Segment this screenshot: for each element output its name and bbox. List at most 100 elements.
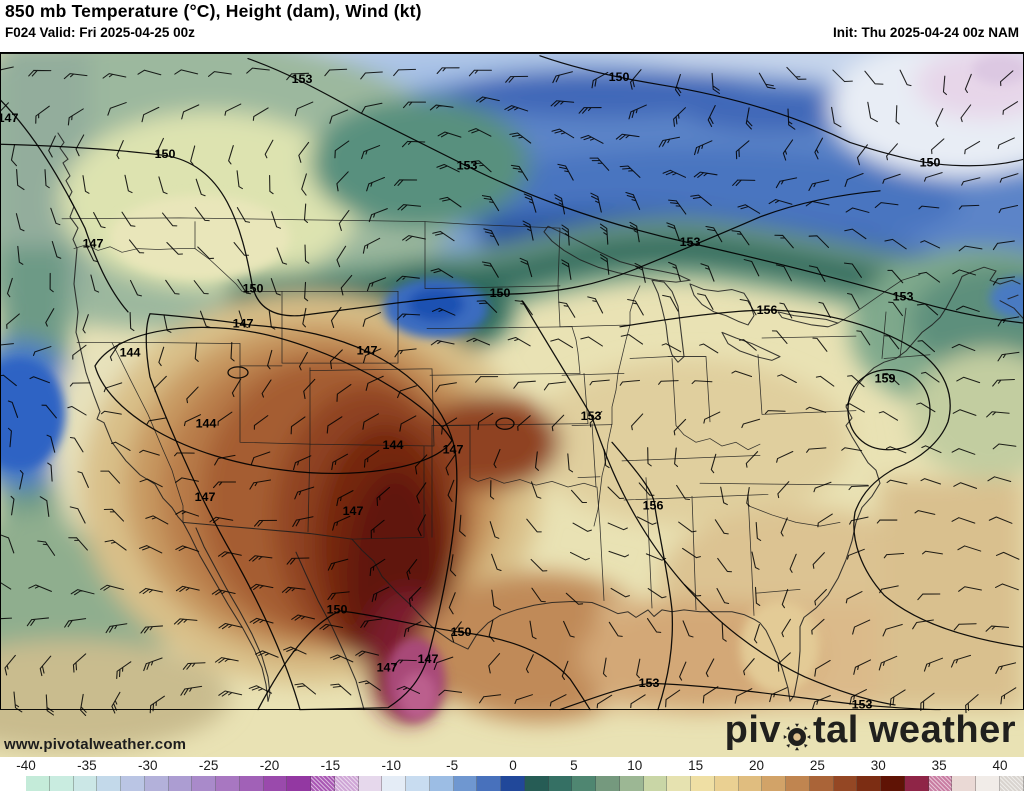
contour-label: 153 (457, 159, 478, 172)
contour-label: 159 (875, 372, 896, 385)
contour-label: 147 (83, 237, 104, 250)
colorbar-tick-label: 25 (809, 758, 825, 773)
colorbar-tick-label: 20 (748, 758, 765, 773)
contour-label: 150 (451, 625, 472, 638)
colorbar-cell (976, 776, 1000, 791)
colorbar-cell (857, 776, 881, 791)
pivotal-weather-logo: piv tal weather (725, 709, 1016, 752)
colorbar-cell (429, 776, 454, 791)
model-init-time: Init: Thu 2025-04-24 00z NAM (832, 25, 1019, 40)
colorbar-tick-label: -20 (259, 758, 280, 773)
wind-barbs-layer (0, 66, 1020, 717)
contour-label: 144 (120, 346, 141, 359)
colorbar-cell (477, 776, 501, 791)
colorbar-tick-label: 35 (931, 758, 947, 773)
colorbar-cell (809, 776, 834, 791)
logo-text-piv: piv (724, 709, 782, 751)
contour-label: 144 (383, 438, 404, 451)
forecast-valid-time: F024 Valid: Fri 2025-04-25 00z (5, 25, 195, 40)
contour-label: 153 (292, 72, 313, 85)
contour-label: 147 (233, 317, 254, 330)
contour-label: 147 (357, 344, 378, 357)
colorbar-cell (263, 776, 288, 791)
colorbar-cell (26, 776, 50, 791)
colorbar-cell (548, 776, 573, 791)
colorbar-cell (97, 776, 121, 791)
contour-label: 147 (443, 443, 464, 456)
colorbar-cell (49, 776, 74, 791)
colorbar-cell (881, 776, 905, 791)
contour-label: 144 (196, 417, 217, 430)
temperature-colorbar (26, 776, 1024, 791)
colorbar-tick-label: 30 (870, 758, 886, 773)
colorbar-tick-label: 0 (509, 758, 517, 773)
colorbar-tick-label: -15 (320, 758, 341, 773)
map-header: 850 mb Temperature (°C), Height (dam), W… (0, 0, 1024, 52)
colorbar-cell (643, 776, 668, 791)
contour-label: 147 (343, 504, 364, 517)
colorbar-cell (619, 776, 644, 791)
colorbar-cell (691, 776, 715, 791)
colorbar-cell (904, 776, 929, 791)
colorbar-cell (73, 776, 98, 791)
colorbar-tick-label: -40 (16, 758, 36, 773)
contour-label: 147 (377, 661, 398, 674)
colorbar-tick-label: -30 (137, 758, 158, 773)
colorbar-cell (358, 776, 383, 791)
contour-label: 153 (581, 409, 602, 422)
colorbar-cell (786, 776, 810, 791)
colorbar-tick-label: -10 (381, 758, 402, 773)
colorbar-cell (833, 776, 858, 791)
geography-layer (57, 132, 1024, 711)
colorbar-cell (738, 776, 763, 791)
colorbar-cell (714, 776, 739, 791)
colorbar-cell (382, 776, 406, 791)
colorbar-cell (406, 776, 430, 791)
colorbar-cell (239, 776, 264, 791)
colorbar-cell (121, 776, 145, 791)
colorbar-tick-label: 5 (570, 758, 578, 773)
contour-label: 153 (680, 235, 701, 248)
colorbar-cell (501, 776, 525, 791)
gear-icon (782, 719, 812, 750)
contour-label: 150 (155, 148, 176, 161)
colorbar-cell (334, 776, 359, 791)
colorbar-cell (168, 776, 193, 791)
colorbar-cell (453, 776, 478, 791)
height-contour-layer (0, 55, 1024, 711)
contour-label: 156 (757, 303, 778, 316)
logo-text-weather: weather (868, 709, 1016, 751)
colorbar-tick-label: 10 (627, 758, 643, 773)
colorbar-cell (216, 776, 240, 791)
contour-label: 150 (243, 282, 264, 295)
colorbar-tick-label: -35 (77, 758, 97, 773)
contour-label: 147 (418, 652, 439, 665)
colorbar-tick-label: 15 (688, 758, 704, 773)
colorbar-tick-label: -25 (198, 758, 219, 773)
contour-label: 150 (609, 70, 630, 83)
map-canvas: 147 147 147 147 147 147 147 147 147 150 150 150 150 1… (0, 53, 1024, 757)
watermark-url: www.pivotalweather.com (4, 736, 187, 753)
weather-map-image: 147 147 147 147 147 147 147 147 147 150 150 150 150 1… (0, 52, 1024, 757)
contour-label: 147 (0, 111, 19, 124)
colorbar-cell (999, 776, 1024, 791)
contour-label: 147 (195, 490, 216, 503)
colorbar-tick-label: -5 (446, 758, 459, 773)
contour-label: 150 (327, 603, 348, 616)
colorbar-cell (596, 776, 620, 791)
contour-label: 153 (852, 698, 873, 711)
colorbar-cell (952, 776, 976, 791)
map-title: 850 mb Temperature (°C), Height (dam), W… (5, 1, 422, 21)
contour-label: 153 (639, 677, 660, 690)
contour-label: 153 (893, 290, 914, 303)
colorbar-cell (572, 776, 596, 791)
logo-text-tal: tal (813, 709, 859, 751)
colorbar-cell (144, 776, 169, 791)
contour-label: 156 (643, 499, 664, 512)
colorbar-cell (667, 776, 691, 791)
colorbar-cell (524, 776, 549, 791)
colorbar-cell (287, 776, 311, 791)
colorbar-cell (928, 776, 953, 791)
colorbar-cell (192, 776, 216, 791)
